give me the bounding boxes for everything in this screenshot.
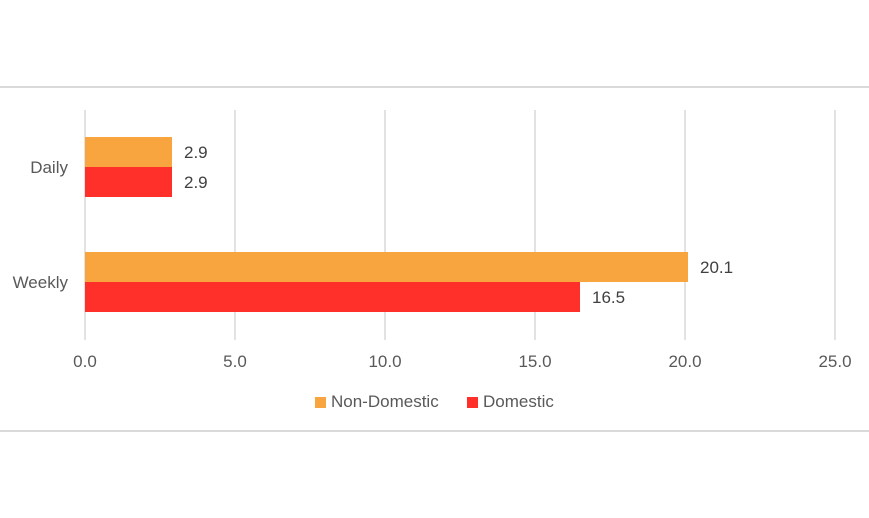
x-tick-label: 20.0	[668, 352, 701, 371]
chart-legend: Non-Domestic Domestic	[0, 392, 869, 412]
bar	[85, 167, 172, 197]
legend-item-non-domestic: Non-Domestic	[315, 392, 439, 412]
legend-label-non-domestic: Non-Domestic	[331, 392, 439, 411]
data-label: 20.1	[700, 258, 733, 277]
x-tick-label: 5.0	[223, 352, 247, 371]
y-category-label: Daily	[30, 158, 68, 177]
bar	[85, 252, 688, 282]
top-divider	[0, 86, 869, 88]
data-label: 2.9	[184, 143, 208, 162]
legend-swatch-non-domestic	[315, 396, 326, 408]
legend-item-domestic: Domestic	[467, 392, 554, 412]
bar	[85, 282, 580, 312]
x-tick-label: 15.0	[518, 352, 551, 371]
x-tick-label: 25.0	[818, 352, 851, 371]
legend-swatch-domestic	[467, 396, 478, 408]
bar	[85, 137, 172, 167]
legend-label-domestic: Domestic	[483, 392, 554, 411]
x-tick-label: 0.0	[73, 352, 97, 371]
data-label: 16.5	[592, 288, 625, 307]
y-category-label: Weekly	[13, 273, 69, 292]
x-tick-label: 10.0	[368, 352, 401, 371]
data-label: 2.9	[184, 173, 208, 192]
bottom-divider	[0, 430, 869, 432]
